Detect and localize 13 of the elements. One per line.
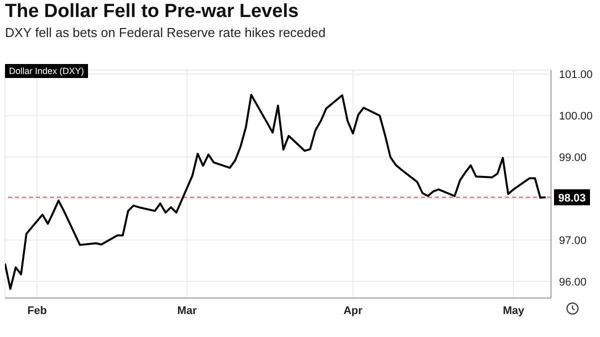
y-tick-label: 97.00	[559, 234, 587, 247]
y-tick-label: 101.00	[559, 69, 593, 82]
x-tick-label: May	[502, 304, 526, 317]
text: Dollar Index (DXY)	[5, 64, 88, 78]
x-tick-label: Apr	[343, 304, 364, 317]
x-tick-label: Feb	[27, 304, 48, 317]
y-tick-label: 96.00	[559, 276, 587, 288]
y-tick-label: 99.00	[559, 152, 587, 164]
x-tick-label: Mar	[177, 304, 198, 317]
ref-line-label: 98.03	[558, 192, 586, 204]
y-tick-label: 100.00	[559, 110, 593, 123]
chart-title: The Dollar Fell to Pre-war Levels	[5, 1, 299, 23]
chart-subtitle: DXY fell as bets on Federal Reserve rate hikes receded	[5, 25, 326, 40]
